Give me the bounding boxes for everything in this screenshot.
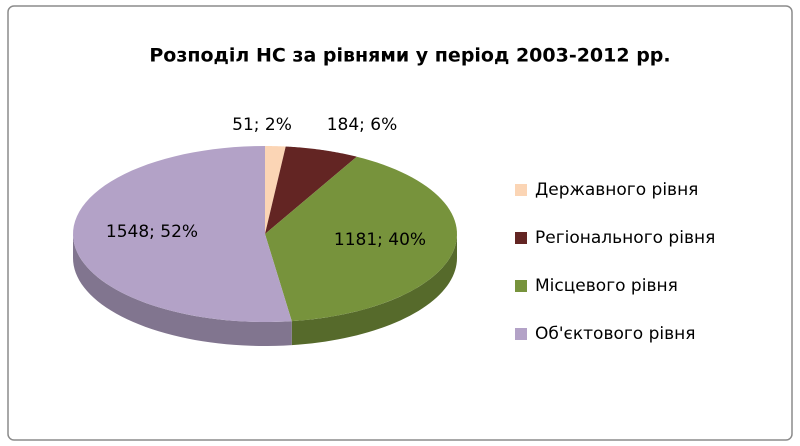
data-label: 184; 6%	[327, 115, 398, 135]
legend-label: Регіонального рівня	[535, 228, 715, 248]
legend-swatch	[515, 328, 527, 340]
data-label: 1548; 52%	[106, 222, 198, 242]
chart-title: Розподіл НС за рівнями у період 2003-201…	[149, 45, 670, 67]
legend-swatch	[515, 280, 527, 292]
legend-swatch	[515, 232, 527, 244]
pie-slice	[265, 156, 457, 322]
pie-side	[73, 234, 292, 346]
legend-label: Об'єктового рівня	[535, 324, 695, 344]
pie-slice	[73, 146, 292, 322]
legend-label: Державного рівня	[535, 180, 698, 200]
legend-label: Місцевого рівня	[535, 276, 678, 296]
data-label: 1181; 40%	[334, 230, 426, 250]
pie-side	[291, 234, 457, 346]
pie-slice	[265, 146, 286, 234]
legend-swatch	[515, 184, 527, 196]
data-label: 51; 2%	[232, 115, 292, 135]
pie-slice	[265, 146, 357, 234]
